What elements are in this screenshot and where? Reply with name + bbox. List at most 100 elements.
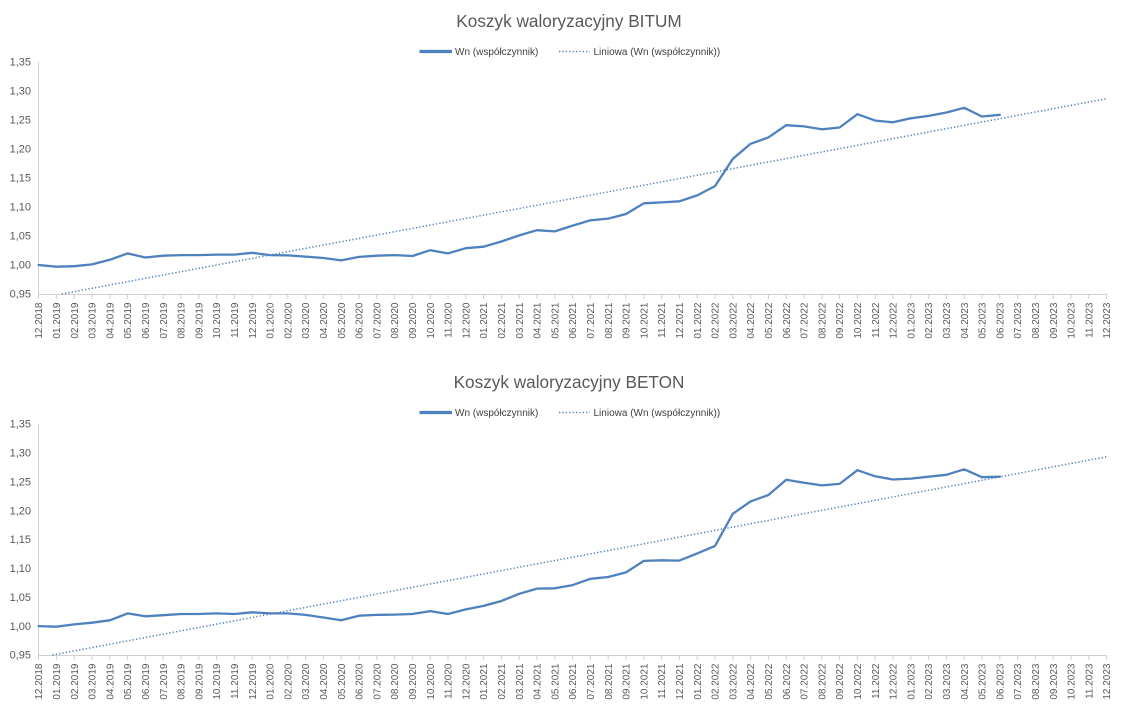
svg-text:02.2023: 02.2023 [924,663,935,700]
svg-text:03.2022: 03.2022 [728,663,739,700]
svg-text:05.2022: 05.2022 [764,663,775,700]
svg-text:06.2020: 06.2020 [355,663,366,700]
svg-text:04.2022: 04.2022 [746,302,757,339]
svg-text:06.2023: 06.2023 [995,302,1006,339]
svg-text:1,25: 1,25 [10,115,31,127]
svg-text:06.2023: 06.2023 [995,663,1006,700]
svg-text:06.2021: 06.2021 [568,663,579,700]
svg-text:1,20: 1,20 [10,144,31,156]
svg-text:06.2019: 06.2019 [141,663,152,700]
svg-text:10.2021: 10.2021 [639,302,650,339]
svg-text:01.2023: 01.2023 [906,302,917,339]
svg-text:0,95: 0,95 [10,650,31,662]
svg-text:Wn (współczynnik): Wn (współczynnik) [455,408,538,419]
svg-text:07.2023: 07.2023 [1013,663,1024,700]
svg-text:10.2021: 10.2021 [639,663,650,700]
svg-text:09.2022: 09.2022 [835,302,846,339]
svg-text:08.2023: 08.2023 [1031,302,1042,339]
svg-text:11.2023: 11.2023 [1084,302,1095,338]
svg-text:Koszyk waloryzacyjny BETON: Koszyk waloryzacyjny BETON [454,372,685,392]
svg-text:03.2020: 03.2020 [301,302,312,339]
svg-text:11.2022: 11.2022 [871,302,882,338]
svg-text:1,25: 1,25 [10,476,31,488]
svg-text:07.2022: 07.2022 [800,663,811,700]
svg-text:1,30: 1,30 [10,86,31,98]
svg-text:09.2020: 09.2020 [408,663,419,700]
svg-text:03.2021: 03.2021 [515,663,526,700]
svg-text:01.2023: 01.2023 [906,663,917,700]
svg-text:1,05: 1,05 [10,231,31,243]
svg-text:12.2021: 12.2021 [675,302,686,339]
svg-text:01.2020: 01.2020 [266,663,277,700]
svg-text:12.2019: 12.2019 [248,302,259,339]
svg-text:06.2020: 06.2020 [355,302,366,339]
svg-text:12.2019: 12.2019 [248,663,259,700]
svg-text:1,10: 1,10 [10,563,31,575]
svg-text:04.2019: 04.2019 [105,302,116,339]
svg-text:11.2021: 11.2021 [657,302,668,338]
svg-text:09.2023: 09.2023 [1049,663,1060,700]
svg-text:07.2022: 07.2022 [800,302,811,339]
svg-text:04.2021: 04.2021 [533,663,544,700]
svg-text:1,05: 1,05 [10,592,31,604]
svg-text:03.2021: 03.2021 [515,302,526,339]
svg-text:05.2019: 05.2019 [123,302,134,339]
svg-text:07.2020: 07.2020 [372,302,383,339]
svg-text:01.2019: 01.2019 [52,302,63,339]
svg-text:08.2020: 08.2020 [390,302,401,339]
svg-text:02.2021: 02.2021 [497,663,508,700]
svg-text:12.2023: 12.2023 [1102,302,1113,339]
svg-text:10.2023: 10.2023 [1067,302,1078,339]
svg-text:07.2023: 07.2023 [1013,302,1024,339]
svg-text:11.2022: 11.2022 [871,663,882,699]
svg-text:1,20: 1,20 [10,505,31,517]
svg-text:12.2020: 12.2020 [461,302,472,339]
svg-text:12.2022: 12.2022 [889,663,900,700]
svg-text:07.2021: 07.2021 [586,302,597,339]
svg-text:05.2021: 05.2021 [550,663,561,700]
svg-text:09.2019: 09.2019 [194,302,205,339]
svg-text:09.2021: 09.2021 [622,663,633,700]
svg-text:07.2019: 07.2019 [159,302,170,339]
svg-text:0,95: 0,95 [10,289,31,301]
svg-text:01.2021: 01.2021 [479,663,490,700]
svg-text:11.2019: 11.2019 [230,663,241,699]
svg-text:1,30: 1,30 [10,448,31,460]
svg-text:08.2021: 08.2021 [604,302,615,339]
svg-text:09.2023: 09.2023 [1049,302,1060,339]
svg-text:12.2021: 12.2021 [675,663,686,700]
svg-text:09.2021: 09.2021 [622,302,633,339]
svg-text:04.2020: 04.2020 [319,302,330,339]
svg-text:1,15: 1,15 [10,173,31,185]
svg-text:01.2021: 01.2021 [479,302,490,339]
svg-text:10.2019: 10.2019 [212,302,223,339]
svg-text:12.2018: 12.2018 [34,663,45,700]
svg-text:1,35: 1,35 [10,419,31,431]
svg-text:04.2020: 04.2020 [319,663,330,700]
svg-text:10.2022: 10.2022 [853,663,864,700]
svg-text:04.2022: 04.2022 [746,663,757,700]
svg-text:05.2019: 05.2019 [123,663,134,700]
svg-text:09.2020: 09.2020 [408,302,419,339]
svg-text:05.2023: 05.2023 [978,663,989,700]
svg-text:04.2021: 04.2021 [533,302,544,339]
svg-text:06.2021: 06.2021 [568,302,579,339]
svg-text:05.2023: 05.2023 [978,302,989,339]
svg-text:Wn (współczynnik): Wn (współczynnik) [455,47,538,58]
svg-text:04.2023: 04.2023 [960,302,971,339]
svg-text:08.2020: 08.2020 [390,663,401,700]
svg-text:02.2021: 02.2021 [497,302,508,339]
svg-text:08.2019: 08.2019 [177,302,188,339]
svg-text:07.2020: 07.2020 [372,663,383,700]
svg-text:06.2022: 06.2022 [782,302,793,339]
svg-text:03.2019: 03.2019 [88,663,99,700]
svg-text:Koszyk waloryzacyjny BITUM: Koszyk waloryzacyjny BITUM [456,11,681,31]
svg-text:1,10: 1,10 [10,202,31,214]
svg-text:08.2022: 08.2022 [817,663,828,700]
svg-text:1,15: 1,15 [10,534,31,546]
svg-text:11.2019: 11.2019 [230,302,241,338]
svg-text:02.2023: 02.2023 [924,302,935,339]
svg-text:Liniowa (Wn (współczynnik)): Liniowa (Wn (współczynnik)) [594,408,721,419]
svg-text:11.2020: 11.2020 [444,302,455,338]
svg-text:02.2022: 02.2022 [711,663,722,700]
